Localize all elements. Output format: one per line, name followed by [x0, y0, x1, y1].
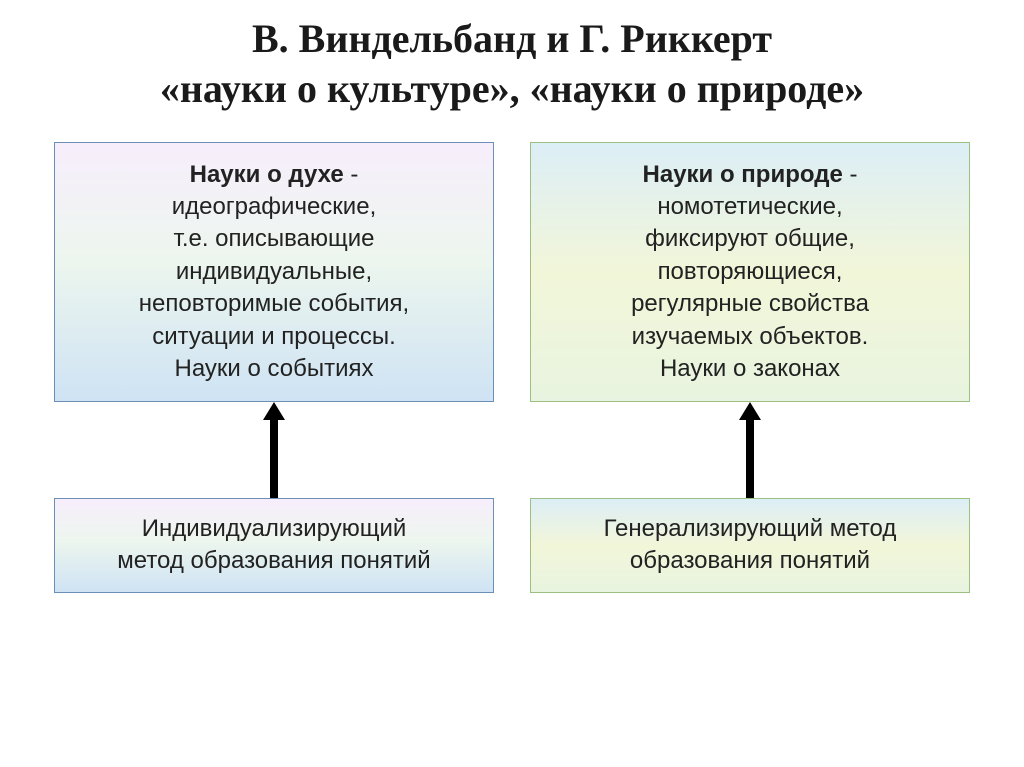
heading-suffix: - — [843, 161, 858, 188]
body-line: т.е. описывающие — [71, 223, 477, 255]
body-line: идеографические, — [71, 191, 477, 223]
box-heading: Науки о духе — [190, 161, 344, 188]
heading-suffix: - — [344, 161, 359, 188]
diagram-columns: Науки о духе - идеографические, т.е. опи… — [0, 142, 1024, 593]
arrow-up-icon — [735, 402, 765, 498]
body-line: индивидуальные, — [71, 256, 477, 288]
body-line: неповторимые события, — [71, 288, 477, 320]
column-right: Науки о природе - номотетические, фиксир… — [530, 142, 970, 593]
title-line-1: В. Виндельбанд и Г. Риккерт — [0, 14, 1024, 64]
arrow-gap-right — [530, 402, 970, 498]
arrow-gap-left — [54, 402, 494, 498]
body-line: номотетические, — [547, 191, 953, 223]
arrow-up-icon — [259, 402, 289, 498]
body-line: образования понятий — [547, 545, 953, 577]
body-line: повторяющиеся, — [547, 256, 953, 288]
body-line: изучаемых объектов. — [547, 321, 953, 353]
box-individualizing-method: Индивидуализирующий метод образования по… — [54, 498, 494, 593]
body-line: Науки о событиях — [71, 353, 477, 385]
body-line: ситуации и процессы. — [71, 321, 477, 353]
box-heading-row: Науки о природе - — [547, 159, 953, 191]
box-sciences-of-spirit: Науки о духе - идеографические, т.е. опи… — [54, 142, 494, 402]
body-line: метод образования понятий — [71, 545, 477, 577]
box-generalizing-method: Генерализирующий метод образования понят… — [530, 498, 970, 593]
title-line-2: «науки о культуре», «науки о природе» — [0, 64, 1024, 114]
box-heading: Науки о природе — [643, 161, 843, 188]
body-line: фиксируют общие, — [547, 223, 953, 255]
body-line: Науки о законах — [547, 353, 953, 385]
box-heading-row: Науки о духе - — [71, 159, 477, 191]
body-line: Генерализирующий метод — [547, 513, 953, 545]
box-sciences-of-nature: Науки о природе - номотетические, фиксир… — [530, 142, 970, 402]
column-left: Науки о духе - идеографические, т.е. опи… — [54, 142, 494, 593]
body-line: Индивидуализирующий — [71, 513, 477, 545]
body-line: регулярные свойства — [547, 288, 953, 320]
slide-title: В. Виндельбанд и Г. Риккерт «науки о кул… — [0, 0, 1024, 114]
